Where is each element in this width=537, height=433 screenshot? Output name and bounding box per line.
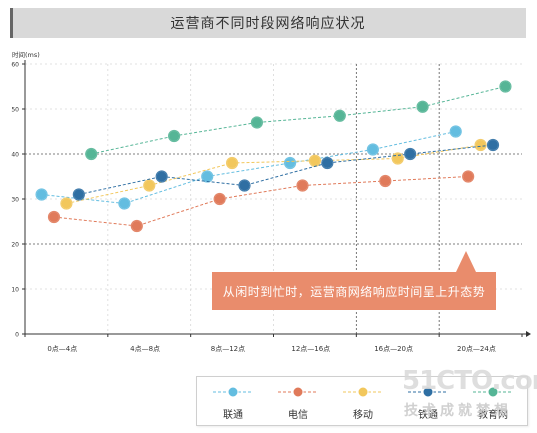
chart-title: 运营商不同时段网络响应状况 [170, 16, 366, 32]
chart-title-bar: 运营商不同时段网络响应状况 [10, 8, 526, 38]
y-tick-label: 20 [11, 242, 19, 249]
trend-callout: 从闲时到忙时，运营商网络响应时间呈上升态势 [212, 272, 496, 310]
data-point-ring [321, 156, 334, 170]
x-tick-label: 20点—24点 [457, 345, 496, 353]
data-point-ring [225, 156, 239, 170]
x-tick-label: 0点—4点 [47, 345, 77, 353]
data-point-ring [168, 129, 181, 143]
callout-text: 从闲时到忙时，运营商网络响应时间呈上升态势 [222, 284, 486, 299]
legend-marker [227, 386, 239, 398]
y-tick-label: 50 [11, 107, 19, 114]
data-point-ring [333, 109, 346, 122]
y-tick-label: 10 [11, 287, 19, 294]
y-tick-label: 40 [11, 152, 19, 159]
data-point-ring [449, 125, 462, 138]
data-point-ring [130, 219, 143, 233]
data-point-ring [404, 147, 417, 161]
x-tick-label: 4点—8点 [130, 345, 160, 353]
data-point-ring [366, 143, 379, 156]
data-point-ring [462, 170, 475, 183]
legend-item: 铁通 [396, 383, 460, 421]
x-tick-label: 12点—16点 [291, 345, 330, 353]
y-tick-label: 30 [11, 197, 19, 204]
legend-swatch [343, 386, 383, 398]
data-point-ring [250, 116, 264, 129]
title-accent [10, 8, 13, 38]
data-point-ring [379, 174, 392, 188]
legend-swatch [278, 386, 318, 398]
legend-label: 电信 [288, 410, 308, 421]
data-point-ring [416, 100, 429, 113]
data-point-ring [296, 179, 309, 192]
data-point-ring [143, 179, 156, 192]
data-point-ring [155, 170, 168, 183]
legend-swatch [213, 386, 253, 398]
legend-marker [487, 386, 499, 398]
data-point-ring [60, 197, 73, 210]
callout-pointer [456, 251, 476, 272]
data-point-ring [35, 188, 48, 201]
x-tick-label: 8点—12点 [211, 345, 245, 353]
data-point-ring [85, 147, 98, 161]
legend-marker [292, 386, 304, 398]
chart-legend: 联通 电信 移动 铁通 教育网 [196, 376, 528, 426]
series-line-铁通 [78, 144, 494, 195]
y-tick-label: 60 [11, 62, 19, 69]
data-point-ring [238, 179, 251, 192]
data-point-ring [499, 80, 512, 93]
x-tick-label: 16点—20点 [374, 345, 413, 353]
series-line-电信 [53, 176, 469, 227]
series-line-教育网 [91, 86, 506, 155]
legend-label: 教育网 [478, 410, 508, 421]
legend-marker [357, 386, 369, 398]
legend-marker [422, 386, 434, 398]
y-axis-label: 时间(ms) [12, 50, 40, 59]
legend-swatch [473, 386, 513, 398]
legend-item: 教育网 [461, 383, 525, 421]
legend-item: 电信 [266, 383, 330, 421]
data-point-ring [47, 210, 61, 224]
legend-swatch [408, 386, 448, 398]
series-line-联通 [41, 131, 456, 205]
data-point-ring [283, 156, 297, 170]
x-axis-arrow [526, 331, 531, 337]
legend-label: 铁通 [418, 410, 438, 421]
data-point-ring [118, 197, 131, 210]
data-point-ring [474, 138, 487, 152]
legend-label: 联通 [223, 410, 243, 421]
y-tick-label: 0 [15, 332, 19, 339]
legend-item: 移动 [331, 383, 395, 421]
data-point-ring [486, 138, 500, 152]
legend-item: 联通 [201, 383, 265, 421]
data-point-ring [213, 192, 226, 206]
data-point-ring [201, 170, 214, 183]
data-point-ring [391, 152, 404, 165]
data-point-ring [72, 188, 85, 201]
legend-label: 移动 [353, 410, 373, 421]
